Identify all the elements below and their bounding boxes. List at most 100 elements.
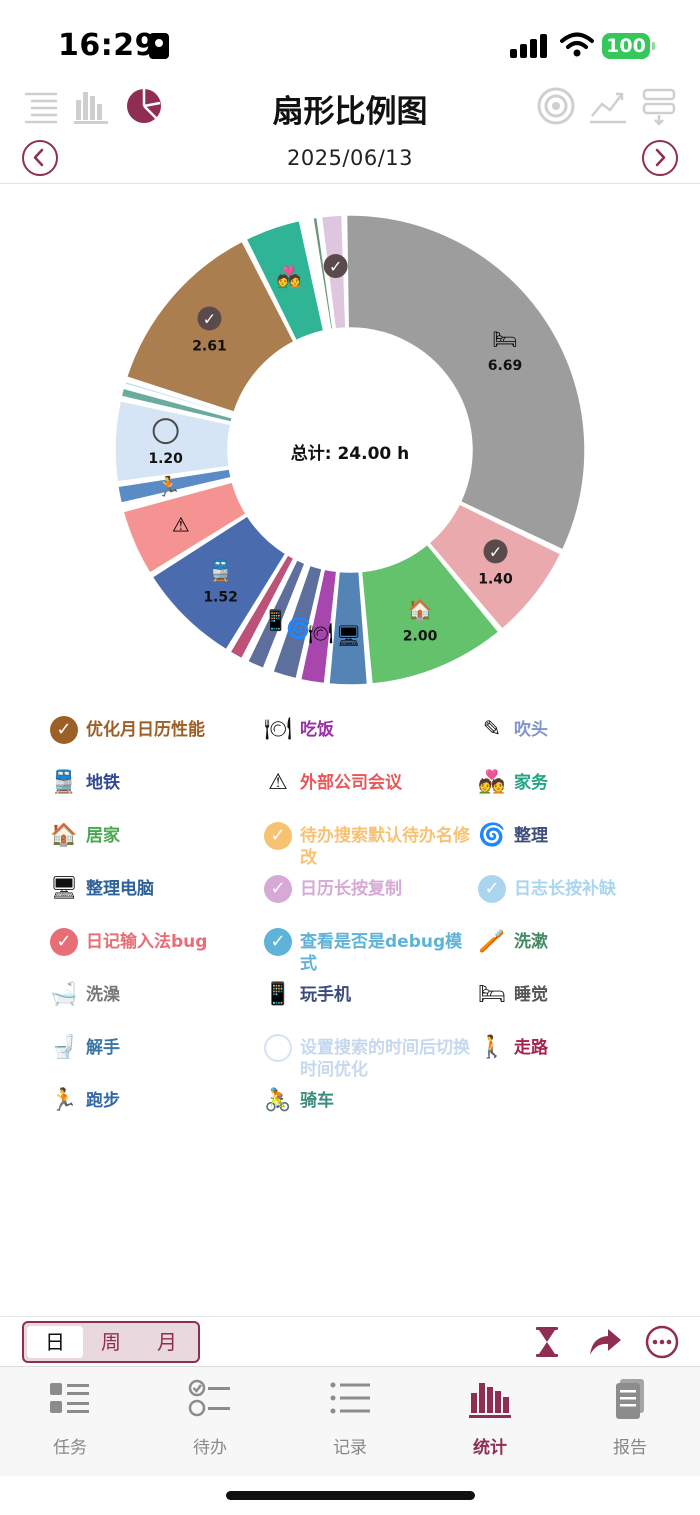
legend-row: ✓ 优化月日历性能 🍽 吃饭 ✎ 吹头 bbox=[50, 716, 670, 769]
legend-item[interactable]: ✓ 查看是否是debug模式 bbox=[264, 928, 474, 975]
legend-item[interactable]: ⚠ 外部公司会议 bbox=[264, 769, 474, 797]
pie-slice[interactable] bbox=[345, 214, 586, 551]
check-icon: ✓ bbox=[264, 822, 292, 850]
bar-chart-icon[interactable] bbox=[72, 86, 112, 126]
segment-month[interactable]: 月 bbox=[157, 1330, 177, 1354]
legend-item[interactable]: ✓ 待办搜索默认待办名修改 bbox=[264, 822, 474, 869]
legend-item[interactable]: 💑 家务 bbox=[478, 769, 688, 797]
legend-item[interactable]: 🚆 地铁 bbox=[50, 769, 260, 797]
slice-check-icon bbox=[483, 539, 508, 564]
slice-check-icon bbox=[197, 306, 222, 331]
outline-list-icon[interactable] bbox=[22, 86, 62, 126]
tab-records[interactable]: 记录 bbox=[290, 1377, 410, 1458]
legend-item[interactable]: ✎ 吹头 bbox=[478, 716, 688, 744]
pie-slice[interactable] bbox=[302, 218, 327, 332]
pie-slice[interactable] bbox=[229, 554, 295, 660]
pie-slice[interactable] bbox=[245, 219, 325, 342]
tasks-icon bbox=[50, 1383, 89, 1413]
pie-slice[interactable] bbox=[120, 387, 234, 423]
legend-label: 解手 bbox=[86, 1038, 120, 1058]
pie-slice[interactable] bbox=[312, 216, 334, 331]
legend-label: 地铁 bbox=[86, 773, 120, 793]
legend-item[interactable]: ✓ 日志长按补缺 bbox=[478, 875, 688, 903]
slice-couple-icon: 💑 bbox=[276, 265, 301, 289]
pie-chart-icon[interactable] bbox=[124, 86, 164, 126]
legend-label: 居家 bbox=[86, 826, 120, 846]
legend-label: 吃饭 bbox=[300, 720, 334, 740]
legend-item[interactable]: ✓ 优化月日历性能 bbox=[50, 716, 260, 744]
legend-row: 🚆 地铁 ⚠ 外部公司会议 💑 家务 bbox=[50, 769, 670, 822]
pie-slice[interactable] bbox=[360, 543, 500, 685]
next-date-button[interactable] bbox=[642, 140, 678, 176]
warning-icon: ⚠ bbox=[268, 770, 288, 795]
tab-todo-label: 待办 bbox=[193, 1438, 227, 1458]
slice-runner-icon: 🏃 bbox=[156, 474, 181, 498]
legend-label: 待办搜索默认待办名修改 bbox=[300, 826, 470, 868]
legend-item[interactable]: 🛁 洗澡 bbox=[50, 981, 260, 1009]
slice-ring-icon bbox=[152, 418, 179, 445]
slice-house-icon: 🏠 bbox=[408, 598, 433, 622]
report-icon bbox=[616, 1379, 644, 1419]
legend-label: 洗漱 bbox=[514, 932, 548, 952]
legend-item[interactable]: 🍽 吃饭 bbox=[264, 716, 474, 744]
chart-total-label: 总计: 24.00 h bbox=[291, 443, 410, 464]
tab-todo[interactable]: 待办 bbox=[150, 1377, 270, 1458]
filter-stack-icon[interactable] bbox=[640, 86, 680, 126]
segment-day[interactable]: 日 bbox=[27, 1326, 83, 1358]
legend-item[interactable]: 🏠 居家 bbox=[50, 822, 260, 850]
more-options-icon[interactable] bbox=[645, 1325, 679, 1359]
pie-slice[interactable] bbox=[151, 515, 287, 651]
legend-item[interactable]: ✓ 日记输入法bug bbox=[50, 928, 260, 956]
legend-label: 设置搜索的时间后切换时间优化 bbox=[300, 1038, 470, 1080]
slice-value-label: 1.20 bbox=[148, 451, 183, 467]
legend-item[interactable]: 🖥 整理电脑 bbox=[50, 875, 260, 903]
legend-item[interactable]: ✓ 日历长按复制 bbox=[264, 875, 474, 903]
legend-item[interactable]: 🛏 睡觉 bbox=[478, 981, 688, 1009]
pie-slice[interactable] bbox=[247, 559, 306, 670]
chevron-left-icon bbox=[33, 148, 44, 167]
legend-label: 洗澡 bbox=[86, 985, 120, 1005]
pie-slice[interactable] bbox=[122, 481, 247, 574]
hourglass-icon[interactable] bbox=[530, 1325, 564, 1359]
legend-item[interactable]: 🚶 走路 bbox=[478, 1034, 688, 1062]
house-icon: 🏠 bbox=[50, 823, 78, 848]
current-date[interactable]: 2025/06/13 bbox=[286, 146, 414, 170]
pie-slice[interactable] bbox=[123, 380, 235, 417]
period-segmented-control: 日 周 月 bbox=[22, 1321, 200, 1363]
pie-slice[interactable] bbox=[328, 570, 369, 686]
slice-plate-icon: 🍽 bbox=[308, 621, 333, 645]
pie-slice[interactable] bbox=[299, 568, 338, 685]
legend-item[interactable]: 🌀 整理 bbox=[478, 822, 688, 850]
legend-row: 🛁 洗澡 📱 玩手机 🛏 睡觉 bbox=[50, 981, 670, 1034]
slice-metro-icon: 🚆 bbox=[208, 559, 233, 583]
slice-check-glyph: ✓ bbox=[203, 309, 216, 328]
phone-icon: 📱 bbox=[264, 982, 292, 1007]
trend-line-icon[interactable] bbox=[588, 86, 628, 126]
pie-slice[interactable] bbox=[266, 563, 309, 672]
target-icon[interactable] bbox=[536, 86, 576, 126]
tab-stats-label: 统计 bbox=[473, 1438, 507, 1458]
pie-slice[interactable] bbox=[428, 503, 562, 630]
legend-item[interactable]: 📱 玩手机 bbox=[264, 981, 474, 1009]
segment-week[interactable]: 周 bbox=[101, 1330, 121, 1354]
legend-item[interactable]: 🪥 洗漱 bbox=[478, 928, 688, 956]
pie-slice[interactable] bbox=[117, 468, 232, 504]
legend-item[interactable]: 🏃 跑步 bbox=[50, 1087, 260, 1115]
runner-icon: 🏃 bbox=[50, 1088, 78, 1113]
legend-label: 家务 bbox=[514, 773, 548, 793]
legend-label: 整理电脑 bbox=[86, 879, 154, 899]
check-icon: ✓ bbox=[50, 716, 78, 744]
legend-item[interactable]: 设置搜索的时间后切换时间优化 bbox=[264, 1034, 474, 1081]
previous-date-button[interactable] bbox=[22, 140, 58, 176]
legend-item[interactable]: 🚽 解手 bbox=[50, 1034, 260, 1062]
check-icon: ✓ bbox=[264, 928, 292, 956]
tab-tasks-label: 任务 bbox=[53, 1438, 87, 1458]
check-icon: ✓ bbox=[50, 928, 78, 956]
tab-tasks[interactable]: 任务 bbox=[10, 1377, 130, 1458]
tab-report[interactable]: 报告 bbox=[570, 1377, 690, 1458]
legend-item[interactable]: 🚴 骑车 bbox=[264, 1087, 474, 1115]
battery-indicator: 100 bbox=[602, 33, 655, 59]
tab-stats[interactable]: 统计 bbox=[430, 1377, 550, 1458]
pie-slice[interactable] bbox=[272, 564, 323, 680]
share-arrow-icon[interactable] bbox=[588, 1325, 622, 1359]
